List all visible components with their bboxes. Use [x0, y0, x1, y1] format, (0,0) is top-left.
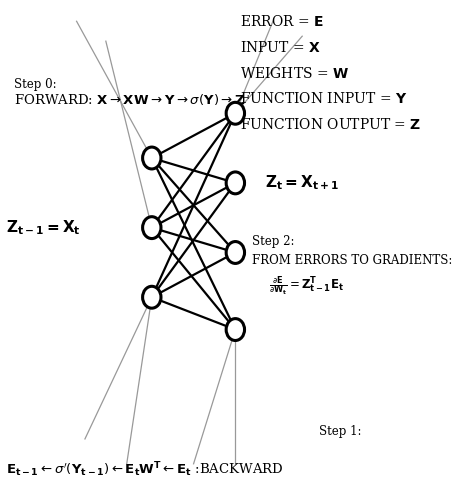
- Text: $\mathbf{E_{t-1}} \leftarrow \sigma'(\mathbf{Y_{t-1}}) \leftarrow \mathbf{E_t W^: $\mathbf{E_{t-1}} \leftarrow \sigma'(\ma…: [6, 460, 283, 478]
- Text: $\mathbf{Z_{t-1} = X_t}$: $\mathbf{Z_{t-1} = X_t}$: [6, 218, 81, 237]
- Text: INPUT = $\mathbf{X}$: INPUT = $\mathbf{X}$: [239, 40, 320, 54]
- Text: ERROR = $\mathbf{E}$: ERROR = $\mathbf{E}$: [239, 14, 323, 29]
- Text: Step 1:: Step 1:: [319, 425, 361, 438]
- Circle shape: [143, 216, 161, 238]
- Circle shape: [226, 102, 245, 124]
- Circle shape: [143, 147, 161, 169]
- Circle shape: [143, 286, 161, 308]
- Text: Step 2:: Step 2:: [252, 235, 294, 248]
- Text: $\frac{\partial \mathbf{E}}{\partial \mathbf{W_t}}=\mathbf{Z_{t-1}^T E_t}$: $\frac{\partial \mathbf{E}}{\partial \ma…: [269, 275, 344, 298]
- Text: Step 0:: Step 0:: [14, 78, 56, 92]
- Text: $\mathbf{Z_t = X_{t+1}}$: $\mathbf{Z_t = X_{t+1}}$: [264, 174, 339, 192]
- Circle shape: [226, 172, 245, 194]
- Circle shape: [226, 242, 245, 264]
- Text: FROM ERRORS TO GRADIENTS:: FROM ERRORS TO GRADIENTS:: [252, 254, 453, 267]
- Text: WEIGHTS = $\mathbf{W}$: WEIGHTS = $\mathbf{W}$: [239, 66, 349, 80]
- Text: FUNCTION INPUT = $\mathbf{Y}$: FUNCTION INPUT = $\mathbf{Y}$: [239, 92, 407, 106]
- Text: FUNCTION OUTPUT = $\mathbf{Z}$: FUNCTION OUTPUT = $\mathbf{Z}$: [239, 117, 421, 132]
- Circle shape: [226, 318, 245, 340]
- Text: FORWARD: $\mathbf{X} \rightarrow \mathbf{XW} \rightarrow \mathbf{Y} \rightarrow : FORWARD: $\mathbf{X} \rightarrow \mathbf…: [14, 92, 246, 107]
